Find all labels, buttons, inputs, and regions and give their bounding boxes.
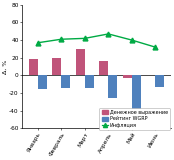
Bar [38, 76, 47, 89]
Bar [29, 59, 38, 76]
Bar [132, 76, 141, 120]
Bar [76, 49, 85, 76]
Y-axis label: Δ, %: Δ, % [3, 60, 8, 74]
Bar [61, 76, 70, 88]
Bar [123, 76, 132, 78]
Bar [85, 76, 94, 88]
Bar [99, 61, 108, 76]
Bar [52, 58, 61, 76]
Legend: Денежное выражение, Рейтинг WGRP, Инфляция: Денежное выражение, Рейтинг WGRP, Инфляц… [100, 108, 170, 130]
Bar [156, 76, 164, 87]
Bar [108, 76, 117, 98]
